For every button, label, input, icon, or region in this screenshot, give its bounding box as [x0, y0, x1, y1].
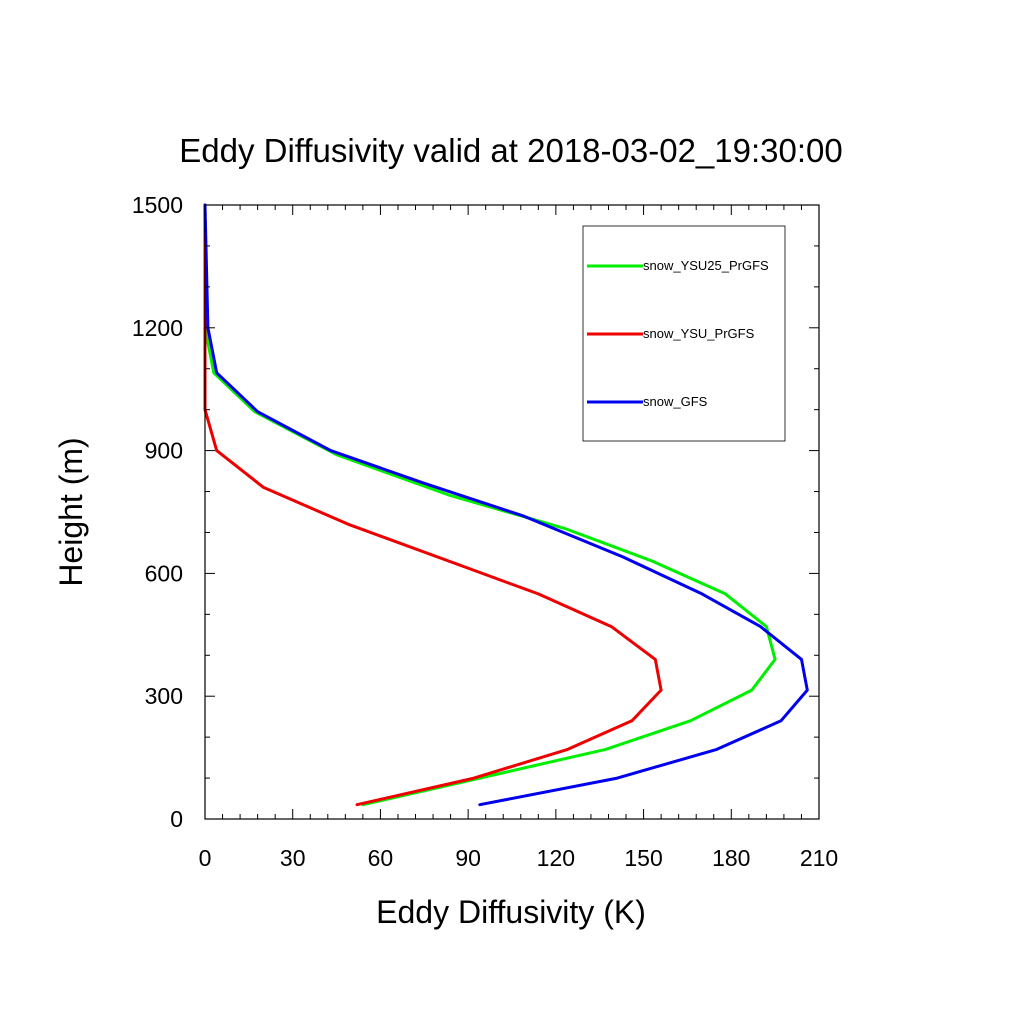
plot-frame [204, 204, 820, 820]
y-tick-label: 1500 [132, 192, 183, 218]
x-tick-label: 150 [624, 845, 662, 871]
x-tick-label: 30 [280, 845, 306, 871]
legend-label: snow_YSU_PrGFS [643, 326, 755, 341]
axis-ticks: 0 30 60 90 120 150 180 210 0 300 600 900 1200 1500 [132, 192, 838, 871]
series-line-snow_YSU25_PrGFS [203, 203, 777, 807]
series-lines [203, 203, 809, 807]
x-tick-label: 0 [199, 845, 212, 871]
legend-label: snow_YSU25_PrGFS [643, 258, 769, 273]
y-tick-label: 600 [145, 560, 183, 586]
chart-title: Eddy Diffusivity valid at 2018-03-02_19:… [179, 132, 842, 169]
x-tick-label: 120 [537, 845, 575, 871]
y-tick-label: 300 [145, 683, 183, 709]
y-tick-label: 0 [170, 806, 183, 832]
x-axis-label: Eddy Diffusivity (K) [376, 894, 646, 930]
series-line-snow_YSU_PrGFS [203, 203, 663, 807]
y-axis-label: Height (m) [53, 437, 89, 586]
series-line-snow_GFS [203, 203, 809, 807]
x-tick-label: 210 [800, 845, 838, 871]
x-tick-label: 60 [368, 845, 394, 871]
legend: snow_YSU25_PrGFS snow_YSU_PrGFS snow_GFS [582, 225, 786, 442]
legend-label: snow_GFS [643, 394, 708, 409]
y-tick-label: 900 [145, 438, 183, 464]
y-tick-label: 1200 [132, 315, 183, 341]
x-tick-label: 90 [455, 845, 481, 871]
x-tick-label: 180 [712, 845, 750, 871]
